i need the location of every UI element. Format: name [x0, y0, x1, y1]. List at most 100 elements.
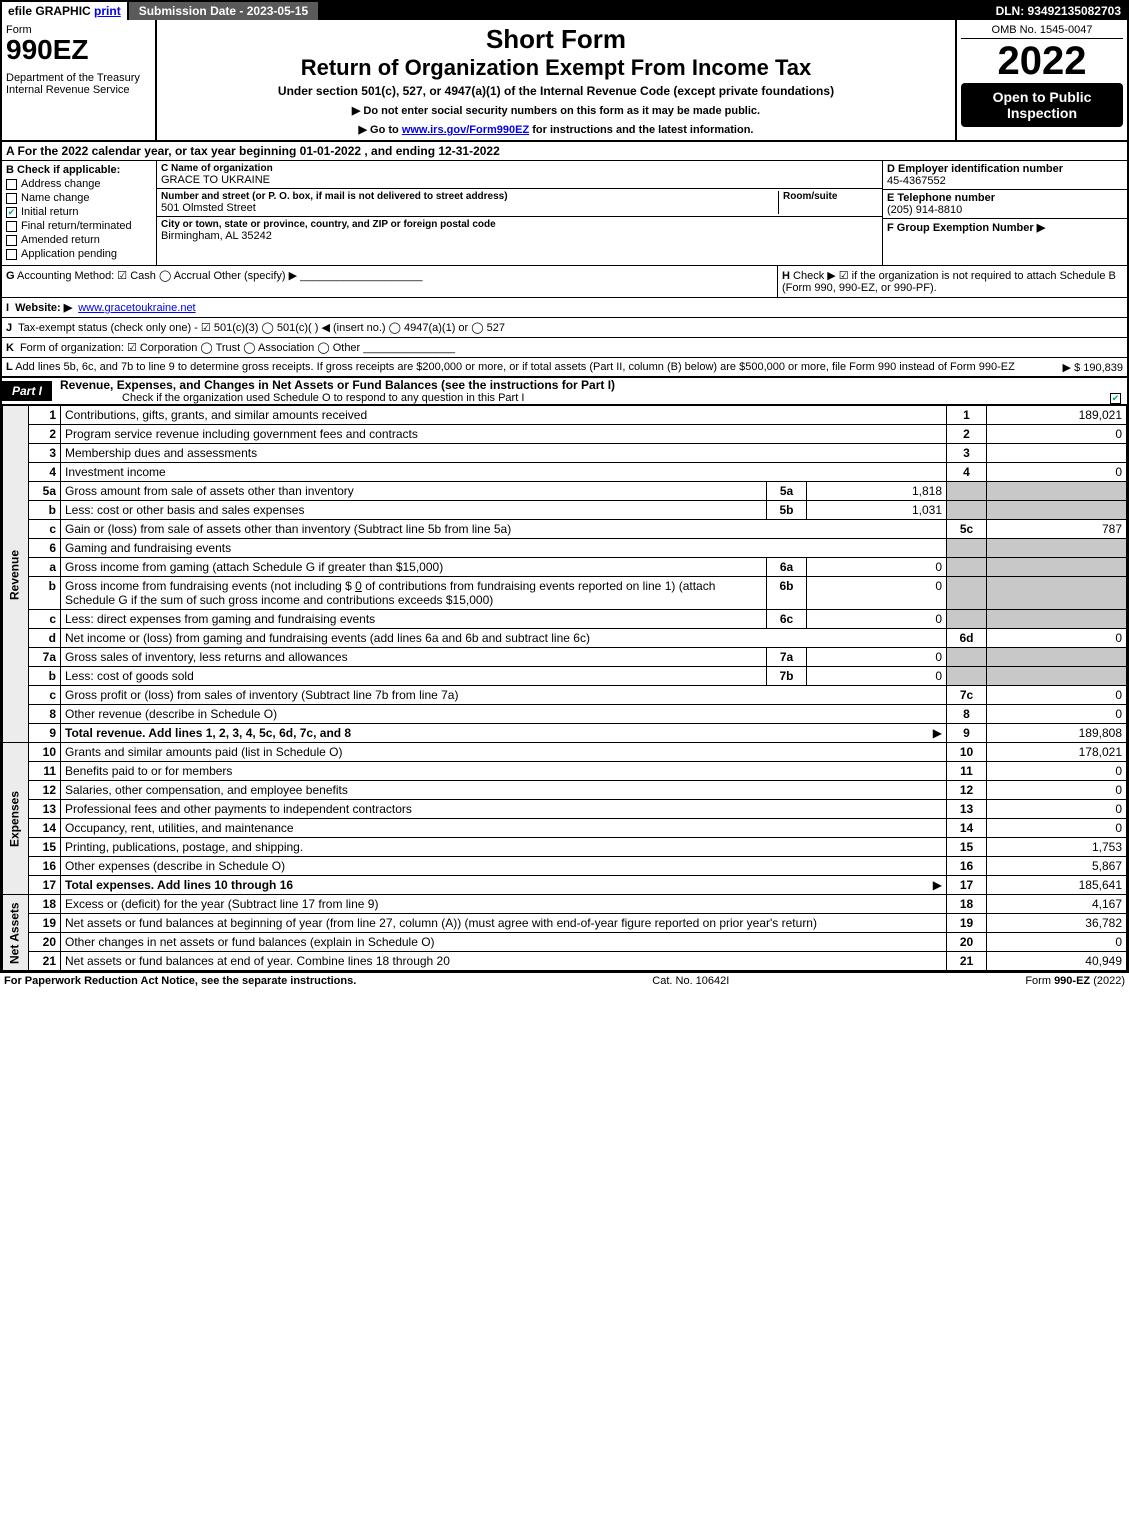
line-ref: 1 [947, 406, 987, 425]
d-label: D Employer identification number [887, 163, 1123, 175]
line-num: 14 [29, 819, 61, 838]
instr2-pre: ▶ Go to [359, 124, 402, 136]
line-desc: Excess or (deficit) for the year (Subtra… [61, 895, 947, 914]
chk-initial-return[interactable]: ✔Initial return [6, 206, 152, 218]
line-ref: 13 [947, 800, 987, 819]
revenue-side-label: Revenue [3, 406, 29, 743]
topbar-left: efile GRAPHIC print [2, 2, 129, 20]
part1-checkbox[interactable]: ✔ [1110, 392, 1127, 404]
chk-name-change[interactable]: Name change [6, 192, 152, 204]
website-link[interactable]: www.gracetoukraine.net [78, 302, 195, 314]
chk-final-return[interactable]: Final return/terminated [6, 220, 152, 232]
instr2-post: for instructions and the latest informat… [529, 124, 753, 136]
row-i: I Website: ▶ www.gracetoukraine.net [2, 298, 1127, 318]
part1-title: Revenue, Expenses, and Changes in Net As… [52, 378, 615, 392]
line-num: 16 [29, 857, 61, 876]
line-num: c [29, 520, 61, 539]
netassets-side-label: Net Assets [3, 895, 29, 971]
grey-cell [987, 539, 1127, 558]
line-num: 17 [29, 876, 61, 895]
line-desc: Less: cost of goods sold [61, 667, 767, 686]
k-text: Form of organization: ☑ Corporation ◯ Tr… [20, 341, 455, 354]
chk-application-pending[interactable]: Application pending [6, 248, 152, 260]
chk-label: Application pending [21, 248, 117, 260]
irs-label: Internal Revenue Service [6, 84, 151, 96]
f-label: F Group Exemption Number ▶ [887, 221, 1123, 234]
instr2-link[interactable]: www.irs.gov/Form990EZ [402, 124, 529, 136]
checkbox-icon [6, 235, 17, 246]
line-ref: 18 [947, 895, 987, 914]
line-amount: 0 [987, 781, 1127, 800]
line-num: 9 [29, 724, 61, 743]
l6b-amount: 0 [355, 579, 362, 593]
line-desc: Gross amount from sale of assets other t… [61, 482, 767, 501]
form-container: efile GRAPHIC print Submission Date - 20… [0, 0, 1129, 973]
line-ref: 12 [947, 781, 987, 800]
line-amount: 4,167 [987, 895, 1127, 914]
l-amount: ▶ $ 190,839 [1063, 361, 1123, 374]
table-row: 9 Total revenue. Add lines 1, 2, 3, 4, 5… [3, 724, 1127, 743]
table-row: 21 Net assets or fund balances at end of… [3, 952, 1127, 971]
table-row: 3 Membership dues and assessments 3 [3, 444, 1127, 463]
line-ref: 6d [947, 629, 987, 648]
table-row: Revenue 1 Contributions, gifts, grants, … [3, 406, 1127, 425]
line-desc: Program service revenue including govern… [61, 425, 947, 444]
table-row: 2 Program service revenue including gove… [3, 425, 1127, 444]
form-number: 990EZ [6, 36, 151, 64]
expenses-side-label: Expenses [3, 743, 29, 895]
checkbox-icon: ✔ [1110, 393, 1121, 404]
line-desc: Less: direct expenses from gaming and fu… [61, 610, 767, 629]
table-row: Expenses 10 Grants and similar amounts p… [3, 743, 1127, 762]
print-link[interactable]: print [94, 4, 121, 18]
line-ref: 15 [947, 838, 987, 857]
l-letter: L [6, 361, 13, 373]
line-num: c [29, 686, 61, 705]
title-main: Return of Organization Exempt From Incom… [163, 55, 949, 81]
footer: For Paperwork Reduction Act Notice, see … [0, 973, 1129, 989]
line-desc: Printing, publications, postage, and shi… [61, 838, 947, 857]
line-desc: Gross income from fundraising events (no… [61, 577, 767, 610]
chk-address-change[interactable]: Address change [6, 178, 152, 190]
line-num: 12 [29, 781, 61, 800]
line-amount: 189,021 [987, 406, 1127, 425]
sub-val: 0 [807, 558, 947, 577]
line-num: b [29, 577, 61, 610]
j-letter: J [6, 322, 12, 334]
grey-cell [947, 482, 987, 501]
chk-label: Amended return [21, 234, 100, 246]
subtitle: Under section 501(c), 527, or 4947(a)(1)… [163, 84, 949, 98]
instr-ssn: ▶ Do not enter social security numbers o… [163, 104, 949, 117]
line-amount: 0 [987, 463, 1127, 482]
line-desc: Grants and similar amounts paid (list in… [61, 743, 947, 762]
checkbox-icon: ✔ [6, 207, 17, 218]
chk-amended-return[interactable]: Amended return [6, 234, 152, 246]
line-ref: 21 [947, 952, 987, 971]
row-l: L Add lines 5b, 6c, and 7b to line 9 to … [2, 358, 1127, 378]
line-desc: Gaming and fundraising events [61, 539, 947, 558]
line-desc: Investment income [61, 463, 947, 482]
section-a: A For the 2022 calendar year, or tax yea… [2, 142, 1127, 161]
row-gh: G Accounting Method: ☑ Cash ◯ Accrual Ot… [2, 266, 1127, 298]
line-amount: 0 [987, 933, 1127, 952]
c-city-row: City or town, state or province, country… [157, 217, 882, 244]
l6b-desc1: Gross income from fundraising events (no… [65, 579, 352, 593]
grey-cell [947, 577, 987, 610]
col-c: C Name of organization GRACE TO UKRAINE … [157, 161, 882, 265]
line-ref: 19 [947, 914, 987, 933]
line-num: 13 [29, 800, 61, 819]
j-text: Tax-exempt status (check only one) - ☑ 5… [18, 321, 505, 334]
header-left: Form 990EZ Department of the Treasury In… [2, 20, 157, 140]
table-row: 12 Salaries, other compensation, and emp… [3, 781, 1127, 800]
line-desc: Salaries, other compensation, and employ… [61, 781, 947, 800]
line-desc: Less: cost or other basis and sales expe… [61, 501, 767, 520]
line-num: 15 [29, 838, 61, 857]
sub-ref: 5b [767, 501, 807, 520]
line-num: 1 [29, 406, 61, 425]
header-mid: Short Form Return of Organization Exempt… [157, 20, 957, 140]
sub-ref: 6c [767, 610, 807, 629]
efile-label: efile [8, 4, 32, 18]
table-row: b Less: cost of goods sold 7b 0 [3, 667, 1127, 686]
sub-val: 1,031 [807, 501, 947, 520]
line-ref: 4 [947, 463, 987, 482]
footer-right-form: 990-EZ [1054, 975, 1090, 987]
